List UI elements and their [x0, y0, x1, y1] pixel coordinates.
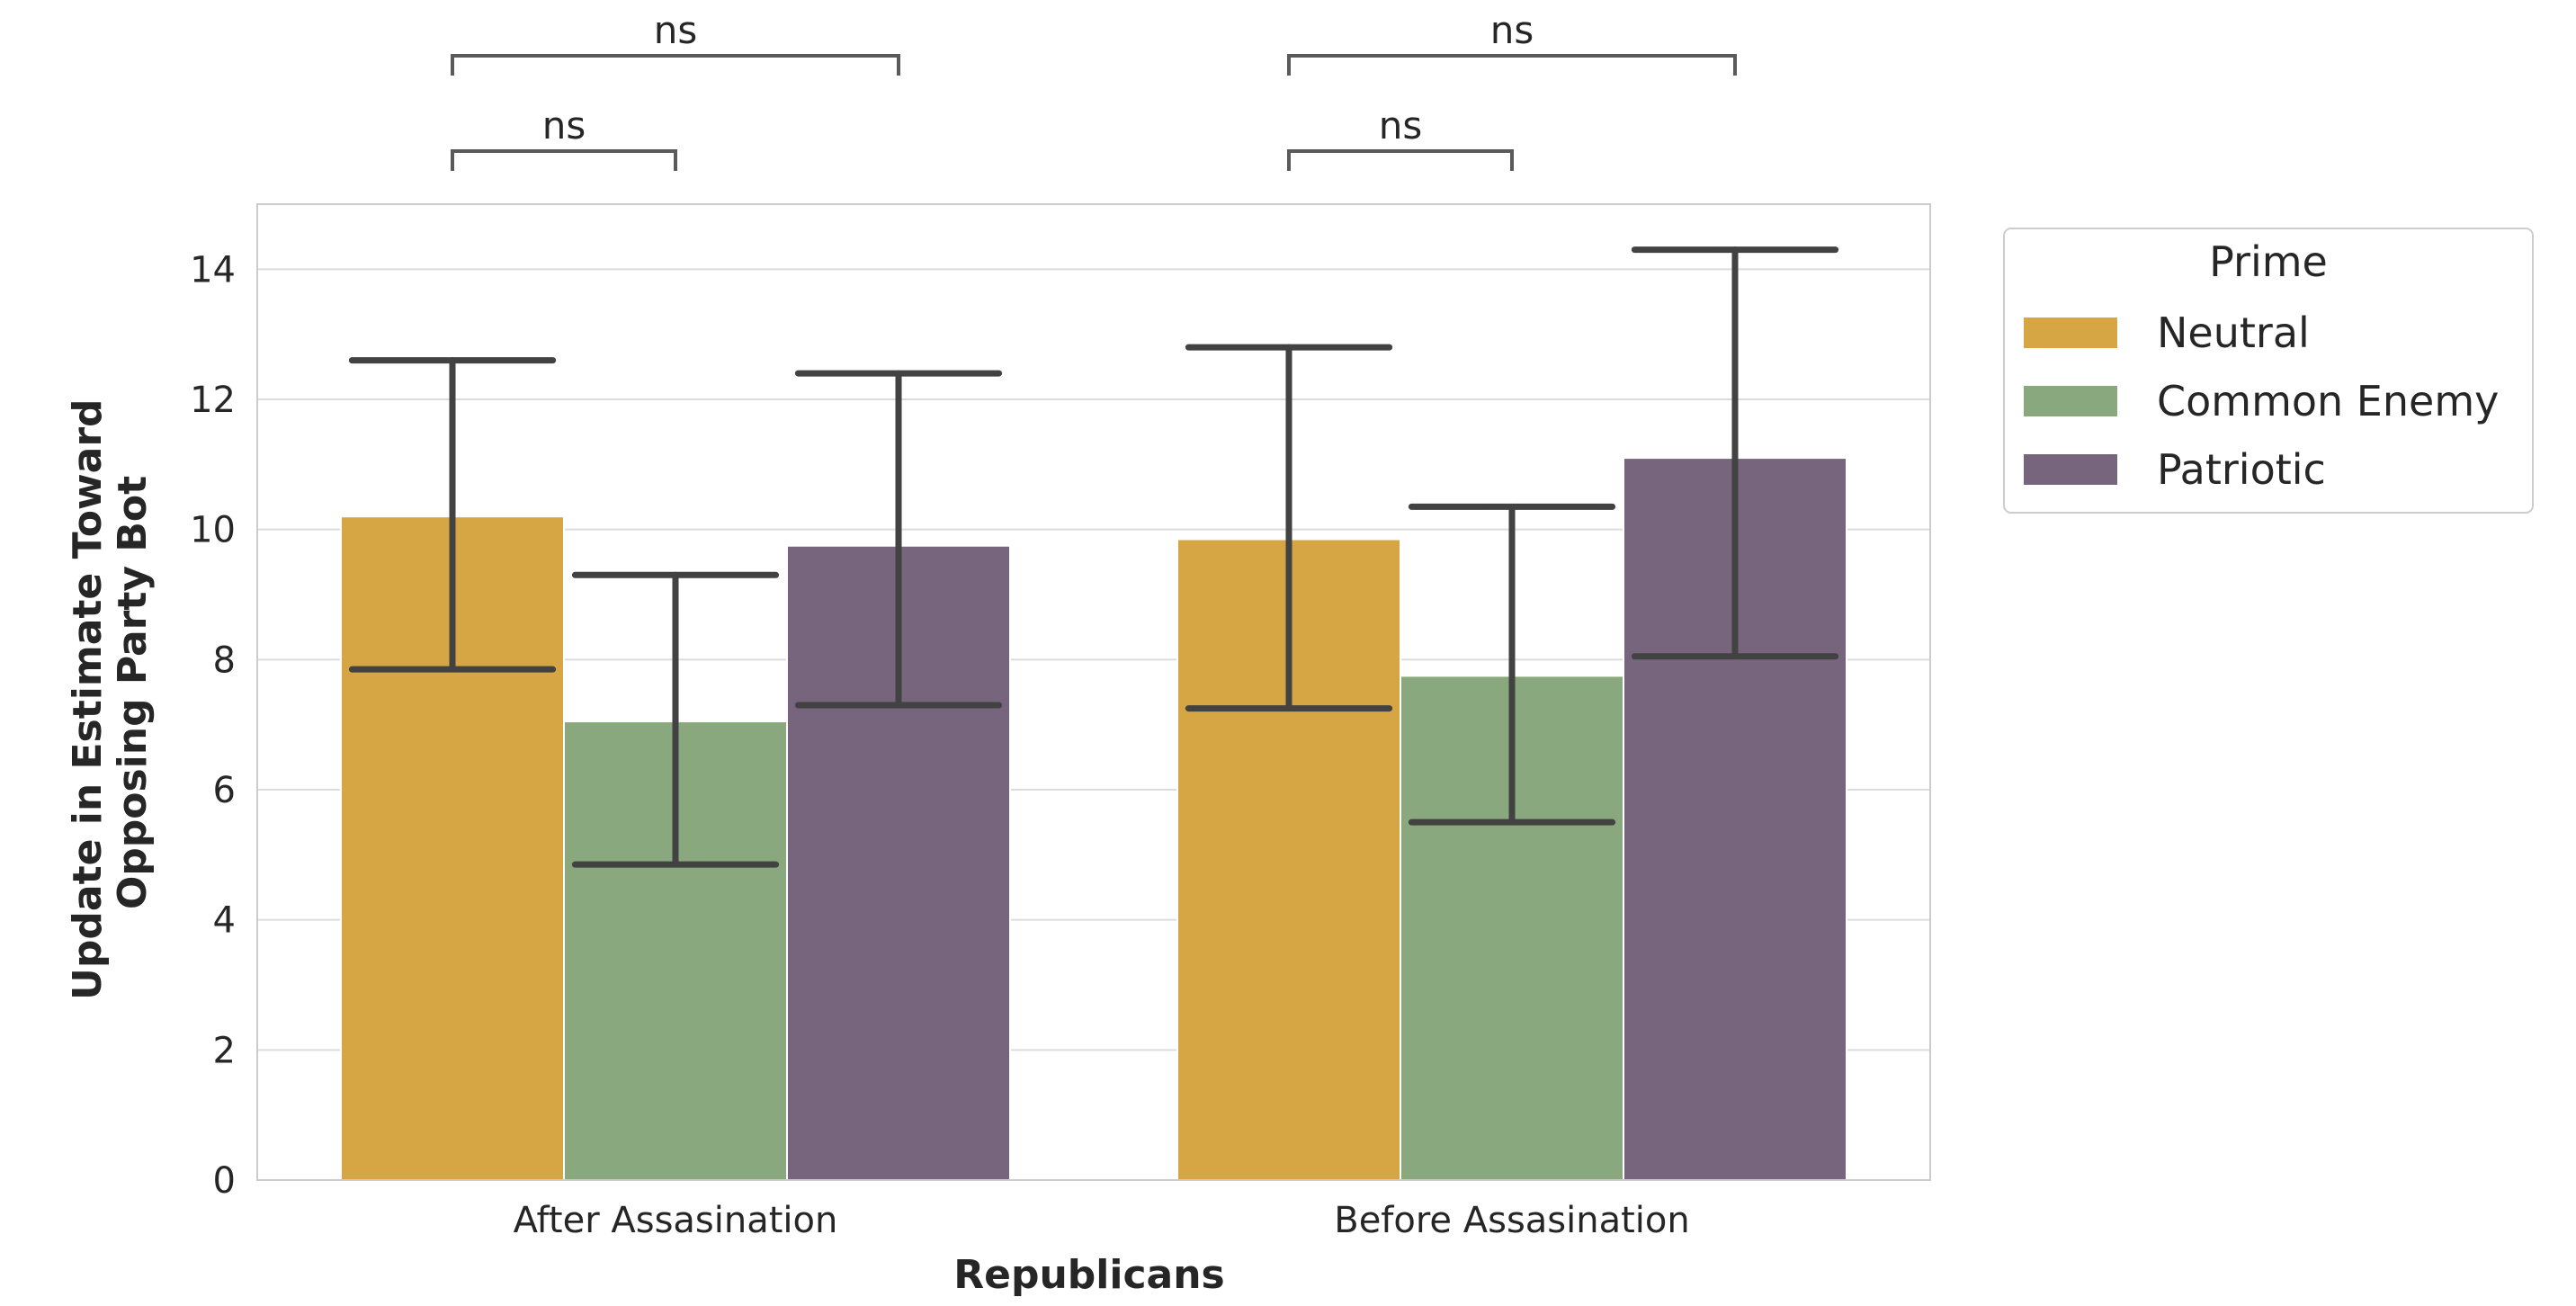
legend-swatch-neutral	[2024, 318, 2117, 348]
y-axis-ticks: 0 2 4 6 8 10 12 14	[190, 249, 236, 1202]
x-tick-label-before-assasination: Before Assasination	[1334, 1200, 1690, 1241]
legend-label-neutral: Neutral	[2157, 309, 2310, 357]
significance-bracket-2-label: ns	[654, 8, 698, 52]
significance-brackets: ns ns ns ns	[451, 8, 1737, 171]
legend-title: Prime	[2209, 237, 2328, 286]
legend: Prime Neutral Common Enemy Patriotic	[2003, 228, 2534, 514]
y-axis-title-line-2: Opposing Party Bot	[110, 476, 156, 909]
x-axis-ticks: After Assasination Before Assasination	[514, 1200, 1690, 1241]
significance-bracket-4-line	[1287, 54, 1737, 76]
error-bar-neutral-after-assasination	[348, 357, 557, 673]
y-tick-label-0: 0	[213, 1160, 236, 1202]
y-axis-title-line-1: Update in Estimate Toward	[65, 398, 111, 999]
error-bars	[348, 246, 1839, 868]
error-bar-neutral-before-assasination	[1185, 344, 1393, 712]
y-tick-label-14: 14	[190, 249, 236, 291]
significance-bracket-1: ns	[451, 103, 677, 171]
legend-label-common-enemy: Common Enemy	[2157, 377, 2499, 425]
plot-frame	[256, 203, 1931, 1181]
legend-entries: Neutral Common Enemy Patriotic	[2024, 309, 2499, 494]
error-bar-common-enemy-after-assasination	[571, 571, 780, 868]
y-tick-label-6: 6	[213, 770, 236, 811]
significance-bracket-3-line	[1287, 149, 1514, 171]
y-tick-label-10: 10	[190, 510, 236, 551]
y-axis-title: Update in Estimate Toward Opposing Party…	[65, 385, 156, 1000]
y-tick-label-8: 8	[213, 640, 236, 681]
error-bar-patriotic-before-assasination	[1631, 246, 1839, 660]
y-tick-label-2: 2	[213, 1030, 236, 1071]
x-axis-title: Republicans	[953, 1252, 1225, 1298]
y-tick-label-4: 4	[213, 900, 236, 942]
significance-bracket-2-line	[451, 54, 900, 76]
significance-bracket-2: ns	[451, 8, 900, 76]
legend-swatch-patriotic	[2024, 454, 2117, 485]
legend-label-patriotic: Patriotic	[2157, 445, 2326, 494]
significance-bracket-4: ns	[1287, 8, 1737, 76]
legend-swatch-common-enemy	[2024, 386, 2117, 416]
error-bar-common-enemy-before-assasination	[1408, 503, 1616, 826]
significance-bracket-1-label: ns	[542, 103, 586, 148]
significance-bracket-1-line	[451, 149, 677, 171]
x-tick-label-after-assasination: After Assasination	[514, 1200, 838, 1241]
significance-bracket-4-label: ns	[1490, 8, 1534, 52]
y-tick-label-12: 12	[190, 380, 236, 421]
legend-frame	[2003, 228, 2534, 514]
significance-bracket-3: ns	[1287, 103, 1514, 171]
significance-bracket-3-label: ns	[1379, 103, 1423, 148]
bars	[340, 457, 1847, 1182]
error-bar-patriotic-after-assasination	[794, 370, 1003, 709]
